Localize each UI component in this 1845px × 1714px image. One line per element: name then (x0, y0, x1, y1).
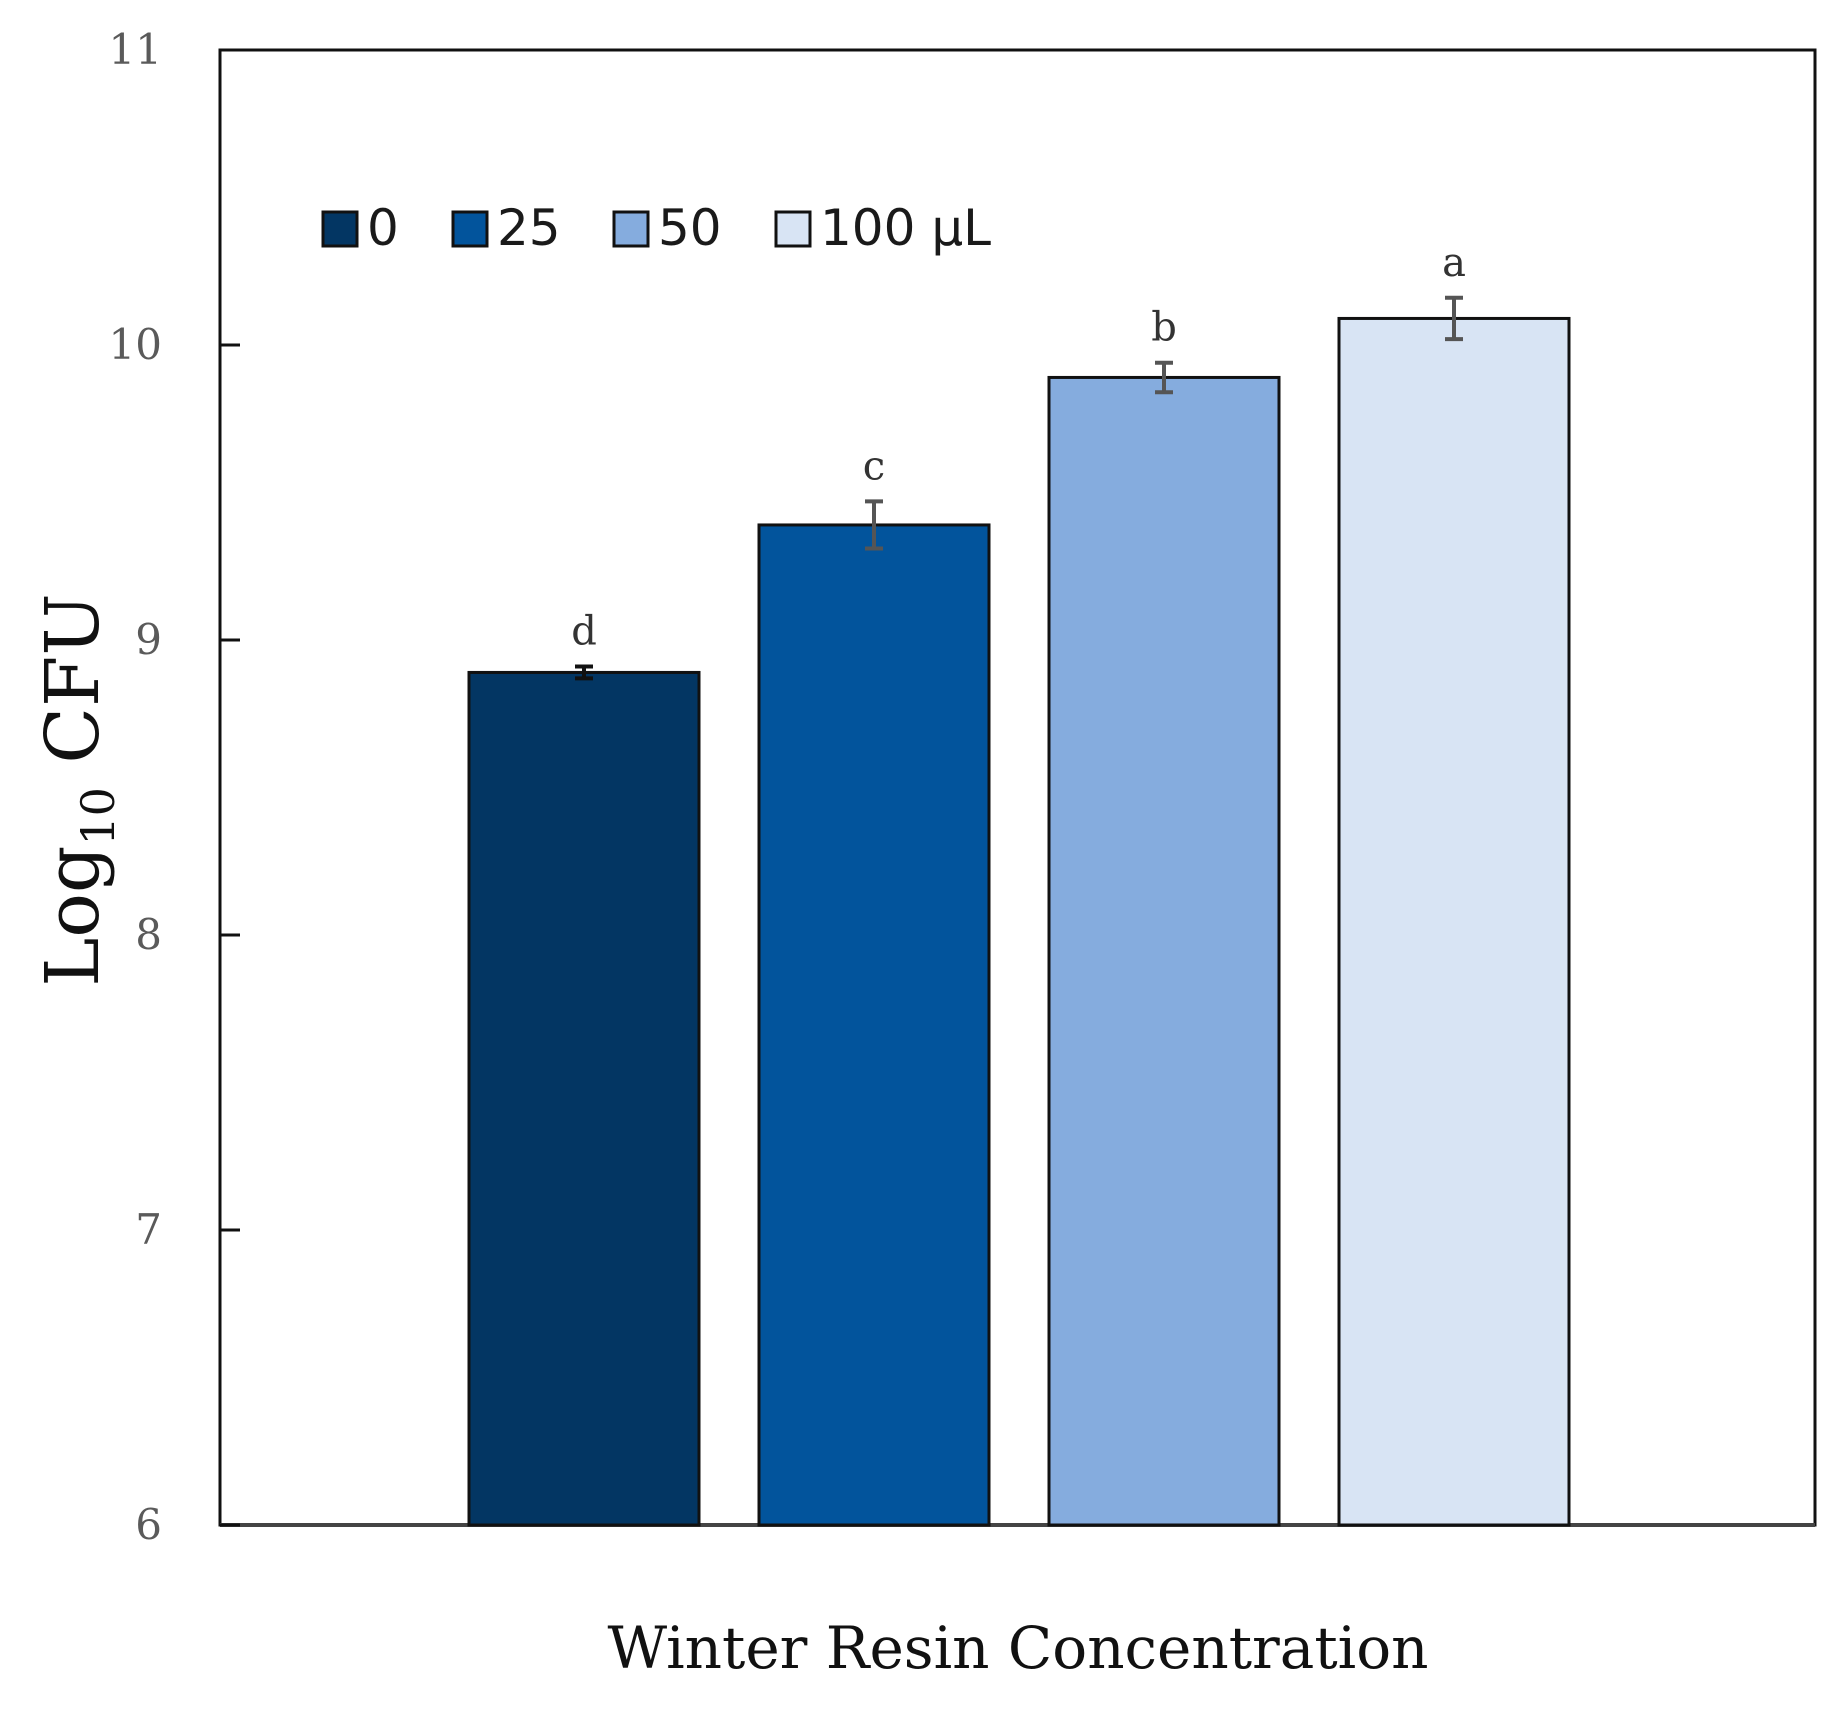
error-bars (575, 295, 1463, 681)
y-axis-title-suffix: CFU (30, 593, 116, 787)
y-tick-label: 9 (135, 615, 162, 664)
bar-25 (757, 523, 991, 1527)
significance-label: a (1442, 240, 1466, 286)
legend-swatch (451, 210, 489, 248)
significance-label: d (571, 609, 597, 655)
significance-label: c (863, 443, 885, 489)
plot-frame (218, 48, 1817, 1527)
y-axis-title: Log10 CFU (30, 593, 125, 986)
y-tick-label: 8 (135, 910, 162, 959)
legend-swatch (321, 210, 359, 248)
legend-label: 50 (658, 199, 722, 257)
y-tick-label: 7 (135, 1205, 162, 1254)
legend-swatch (612, 210, 650, 248)
legend-swatch (774, 210, 812, 248)
legend: 0 25 50 100 µL (321, 199, 991, 257)
legend-label: 25 (497, 199, 561, 257)
y-tick-label: 6 (135, 1500, 162, 1549)
y-axis: 6 7 8 9 10 11 (109, 25, 240, 1549)
x-axis-title: Winter Resin Concentration (608, 1614, 1429, 1682)
y-axis-title-subscript: 10 (71, 787, 125, 846)
legend-label: 0 (367, 199, 399, 257)
bar-0 (467, 670, 701, 1527)
legend-label: 100 µL (820, 199, 991, 257)
y-axis-title-main: Log (30, 846, 116, 987)
bar-100 (1337, 316, 1571, 1527)
y-tick-label: 11 (109, 25, 162, 74)
bar-50 (1047, 375, 1281, 1527)
bar-series (467, 316, 1571, 1527)
significance-label: b (1151, 305, 1177, 351)
significance-labels: d c b a (571, 240, 1466, 655)
y-tick-label: 10 (109, 320, 162, 369)
